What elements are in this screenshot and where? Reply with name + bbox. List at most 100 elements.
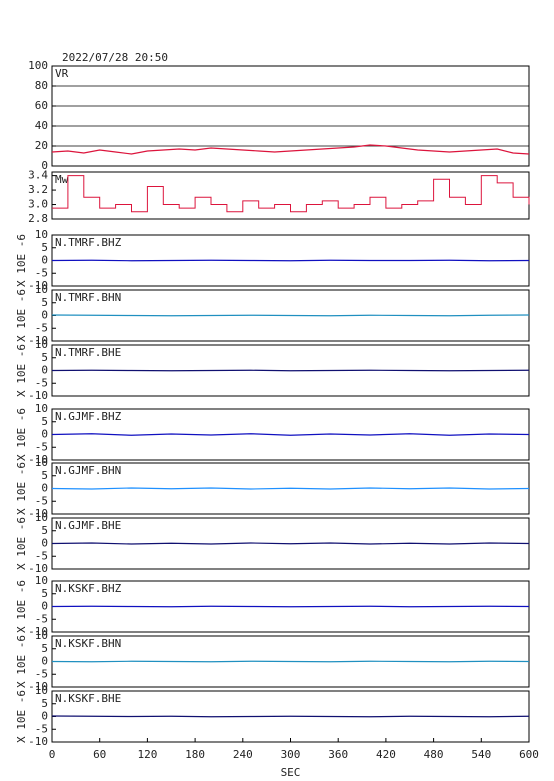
x-tick-label: 120: [137, 748, 157, 761]
y-tick-label: -10: [28, 735, 48, 748]
y-tick-label: -5: [35, 321, 48, 334]
x-tick-label: 540: [471, 748, 491, 761]
y-tick-label: 0: [41, 254, 48, 267]
y-tick-label: -10: [28, 680, 48, 693]
x-tick-label: 420: [376, 748, 396, 761]
y-tick-label: 10: [35, 684, 48, 697]
y-tick-label: -5: [35, 722, 48, 735]
data-line: [51, 433, 530, 436]
y-tick-label: 5: [41, 587, 48, 600]
y-axis-label: X 10E -6: [15, 408, 28, 461]
data-line: [51, 660, 530, 663]
panel-label: N.GJMF.BHN: [55, 464, 121, 477]
y-tick-label: -5: [35, 549, 48, 562]
x-tick-label: 480: [424, 748, 444, 761]
data-line: [51, 487, 530, 490]
panel-label: N.KSKF.BHZ: [55, 582, 122, 595]
data-line: [51, 605, 530, 608]
y-tick-label: 10: [35, 228, 48, 241]
x-axis-label: SEC: [281, 766, 301, 779]
y-tick-label: -5: [35, 667, 48, 680]
y-tick-label: 5: [41, 241, 48, 254]
panel-frame: [51, 171, 530, 220]
y-tick-label: 0: [41, 364, 48, 377]
y-axis-label: X 10E -6: [15, 580, 28, 633]
y-tick-label: 10: [35, 574, 48, 587]
panel-label: N.TMRF.BHE: [55, 346, 121, 359]
x-tick-label: 240: [233, 748, 253, 761]
data-line: [51, 314, 530, 317]
y-axis-label: X 10E -6: [15, 344, 28, 397]
y-tick-label: 3.4: [28, 169, 48, 182]
panel-label: N.TMRF.BHN: [55, 291, 121, 304]
y-tick-label: 40: [35, 119, 48, 132]
y-tick-label: -5: [35, 376, 48, 389]
panel-label: N.KSKF.BHN: [55, 637, 121, 650]
y-tick-label: -10: [28, 562, 48, 575]
y-tick-label: -5: [35, 266, 48, 279]
y-tick-label: -10: [28, 279, 48, 292]
x-tick-label: 60: [93, 748, 106, 761]
y-tick-label: 0: [41, 537, 48, 550]
y-axis-label: X 10E -6: [15, 234, 28, 287]
y-axis-label: X 10E -6: [15, 289, 28, 342]
y-tick-label: 0: [41, 655, 48, 668]
panel-label: Mw: [55, 173, 69, 186]
y-tick-label: 0: [41, 159, 48, 172]
y-tick-label: 80: [35, 79, 48, 92]
y-tick-label: 0: [41, 710, 48, 723]
x-tick-label: 300: [281, 748, 301, 761]
y-axis-label: X 10E -6: [15, 690, 28, 743]
y-tick-label: 3.2: [28, 183, 48, 196]
y-tick-label: 10: [35, 511, 48, 524]
y-tick-label: 10: [35, 338, 48, 351]
y-tick-label: 0: [41, 428, 48, 441]
x-tick-label: 360: [328, 748, 348, 761]
data-line: [51, 259, 530, 262]
y-tick-label: 100: [28, 59, 48, 72]
data-line: [51, 715, 530, 718]
y-tick-label: -5: [35, 494, 48, 507]
y-tick-label: -5: [35, 440, 48, 453]
y-tick-label: 3.0: [28, 198, 48, 211]
panel-frame: [51, 65, 530, 167]
y-tick-label: 0: [41, 482, 48, 495]
data-line: [51, 369, 530, 372]
data-line: [51, 144, 530, 155]
data-line: [52, 175, 530, 213]
y-tick-label: 2.8: [28, 212, 48, 225]
y-tick-label: 10: [35, 629, 48, 642]
panel-label: N.KSKF.BHE: [55, 692, 121, 705]
y-tick-label: 5: [41, 469, 48, 482]
y-tick-label: 20: [35, 139, 48, 152]
y-tick-label: 5: [41, 415, 48, 428]
y-tick-label: -10: [28, 453, 48, 466]
y-tick-label: -10: [28, 334, 48, 347]
panel-label: N.TMRF.BHZ: [55, 236, 122, 249]
y-tick-label: -10: [28, 389, 48, 402]
y-axis-label: X 10E -6: [15, 462, 28, 515]
data-line: [51, 542, 530, 545]
chart-title: 2022/07/28 20:50: [62, 51, 168, 64]
y-tick-label: 0: [41, 600, 48, 613]
x-tick-label: 0: [49, 748, 56, 761]
y-tick-label: 10: [35, 283, 48, 296]
panel-label: VR: [55, 67, 69, 80]
y-tick-label: 10: [35, 456, 48, 469]
y-tick-label: 5: [41, 296, 48, 309]
y-tick-label: 5: [41, 524, 48, 537]
y-axis-label: X 10E -6: [15, 517, 28, 570]
y-tick-label: 5: [41, 351, 48, 364]
y-axis-label: X 10E -6: [15, 635, 28, 688]
x-tick-label: 180: [185, 748, 205, 761]
y-tick-label: -10: [28, 625, 48, 638]
x-tick-label: 600: [519, 748, 539, 761]
y-tick-label: 60: [35, 99, 48, 112]
panel-label: N.GJMF.BHE: [55, 519, 121, 532]
y-tick-label: -10: [28, 507, 48, 520]
y-tick-label: -5: [35, 612, 48, 625]
y-tick-label: 10: [35, 402, 48, 415]
y-tick-label: 5: [41, 642, 48, 655]
y-tick-label: 5: [41, 697, 48, 710]
